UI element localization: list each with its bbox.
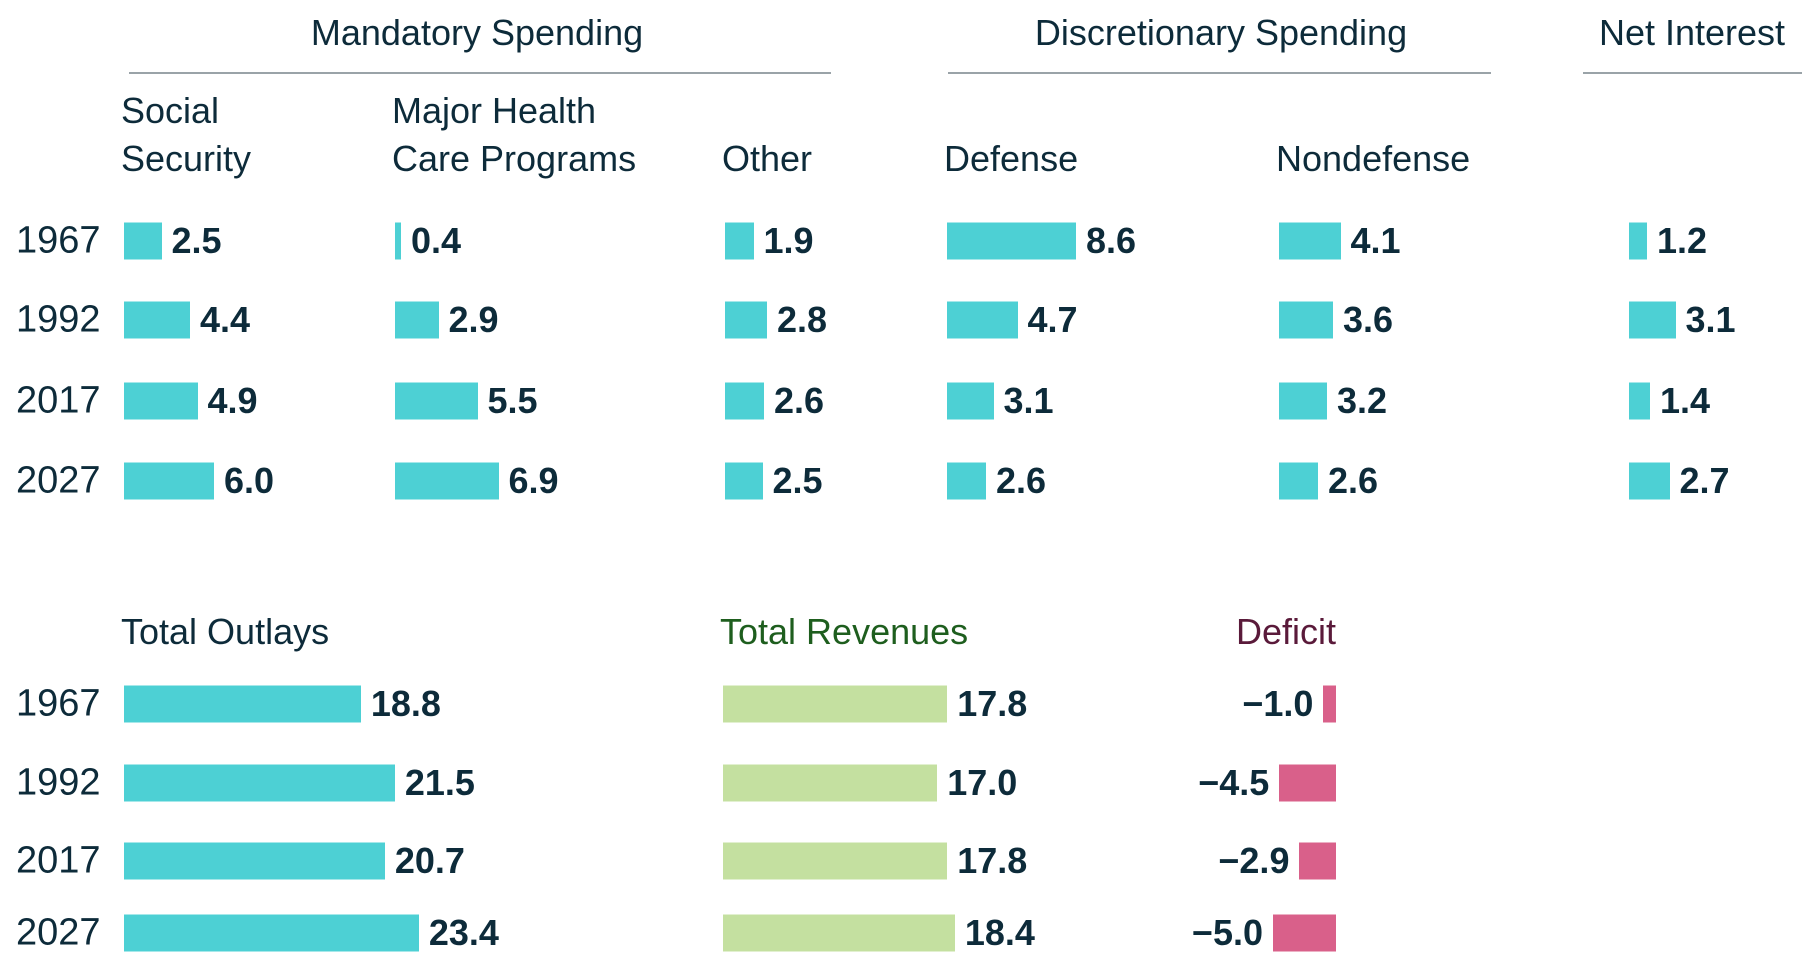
bar (947, 222, 1076, 260)
bar (947, 301, 1018, 339)
value-label: 4.1 (1350, 220, 1401, 261)
bar (1273, 914, 1336, 952)
value-label: 1.9 (763, 220, 814, 261)
panel-title: Total Outlays (121, 611, 330, 652)
group-rule (948, 72, 1491, 74)
value-label: 18.8 (370, 683, 441, 724)
bar (1299, 842, 1336, 880)
value-label: 1.4 (1660, 380, 1711, 421)
bar (395, 222, 401, 260)
value-label: 2.7 (1679, 460, 1730, 501)
bar (1629, 382, 1650, 420)
bar (124, 685, 361, 723)
bar (124, 842, 385, 880)
bar (124, 764, 395, 802)
bar (124, 222, 162, 260)
value-label: 4.9 (207, 380, 258, 421)
value-label: 2.6 (1328, 460, 1379, 501)
bar (725, 222, 754, 260)
year-label: 2017 (16, 379, 101, 422)
value-label: 2.6 (774, 380, 825, 421)
value-label: 21.5 (404, 762, 475, 803)
value-label: 3.2 (1337, 380, 1388, 421)
value-label: −2.9 (1218, 840, 1290, 881)
year-label: 2027 (16, 459, 101, 502)
value-label: 17.8 (957, 683, 1028, 724)
bar (947, 462, 986, 500)
bar (124, 914, 419, 952)
bar (723, 685, 948, 723)
panel-title: Social Security (121, 90, 252, 179)
value-label: 3.1 (1685, 299, 1736, 340)
bar (124, 462, 214, 500)
value-label: 4.7 (1027, 299, 1078, 340)
bar (1629, 301, 1676, 339)
year-label: 1967 (16, 682, 101, 725)
value-label: −1.0 (1242, 683, 1314, 724)
value-label: 6.9 (508, 460, 559, 501)
value-label: −4.5 (1198, 762, 1270, 803)
bar (124, 301, 190, 339)
group-title: Discretionary Spending (1034, 12, 1408, 53)
bar (1629, 462, 1670, 500)
value-label: −5.0 (1191, 912, 1263, 953)
bar (725, 301, 767, 339)
value-label: 18.4 (964, 912, 1035, 953)
year-label: 1992 (16, 298, 101, 341)
value-label: 2.9 (448, 299, 499, 340)
group-rule (129, 72, 831, 74)
bar (1279, 301, 1333, 339)
bar (1279, 462, 1318, 500)
bar (124, 382, 198, 420)
bar (1279, 764, 1336, 802)
bar (1279, 222, 1341, 260)
group-title: Mandatory Spending (310, 12, 644, 53)
panel-title: Defense (944, 138, 1079, 179)
year-label: 2017 (16, 839, 101, 882)
value-label: 2.6 (996, 460, 1047, 501)
bar (395, 301, 439, 339)
value-label: 5.5 (487, 380, 538, 421)
value-label: 4.4 (200, 299, 251, 340)
bar (947, 382, 994, 420)
bar (723, 914, 955, 952)
value-label: 2.5 (171, 220, 222, 261)
value-label: 17.8 (957, 840, 1028, 881)
bar (1323, 685, 1336, 723)
year-label: 1992 (16, 761, 101, 804)
value-label: 23.4 (428, 912, 499, 953)
value-label: 6.0 (224, 460, 275, 501)
bar (725, 382, 764, 420)
panel-title: Nondefense (1276, 138, 1471, 179)
value-label: 1.2 (1657, 220, 1708, 261)
panel-title: Deficit (1235, 611, 1336, 652)
value-label: 2.8 (777, 299, 828, 340)
value-label: 8.6 (1086, 220, 1137, 261)
value-label: 0.4 (411, 220, 462, 261)
year-label: 2027 (16, 911, 101, 954)
value-label: 3.6 (1343, 299, 1394, 340)
bar (1279, 382, 1327, 420)
bar (725, 462, 763, 500)
year-label: 1967 (16, 219, 101, 262)
panel-title: Total Revenues (720, 611, 969, 652)
group-rule (1583, 72, 1802, 74)
bar (723, 842, 948, 880)
value-label: 17.0 (947, 762, 1018, 803)
bar (723, 764, 938, 802)
panel-title: Other (722, 138, 813, 179)
bar (395, 462, 499, 500)
value-label: 20.7 (394, 840, 465, 881)
bar (395, 382, 478, 420)
value-label: 2.5 (772, 460, 823, 501)
panel-title: Major Health Care Programs (392, 90, 637, 179)
group-title: Net Interest (1598, 12, 1786, 53)
value-label: 3.1 (1003, 380, 1054, 421)
bar (1629, 222, 1647, 260)
